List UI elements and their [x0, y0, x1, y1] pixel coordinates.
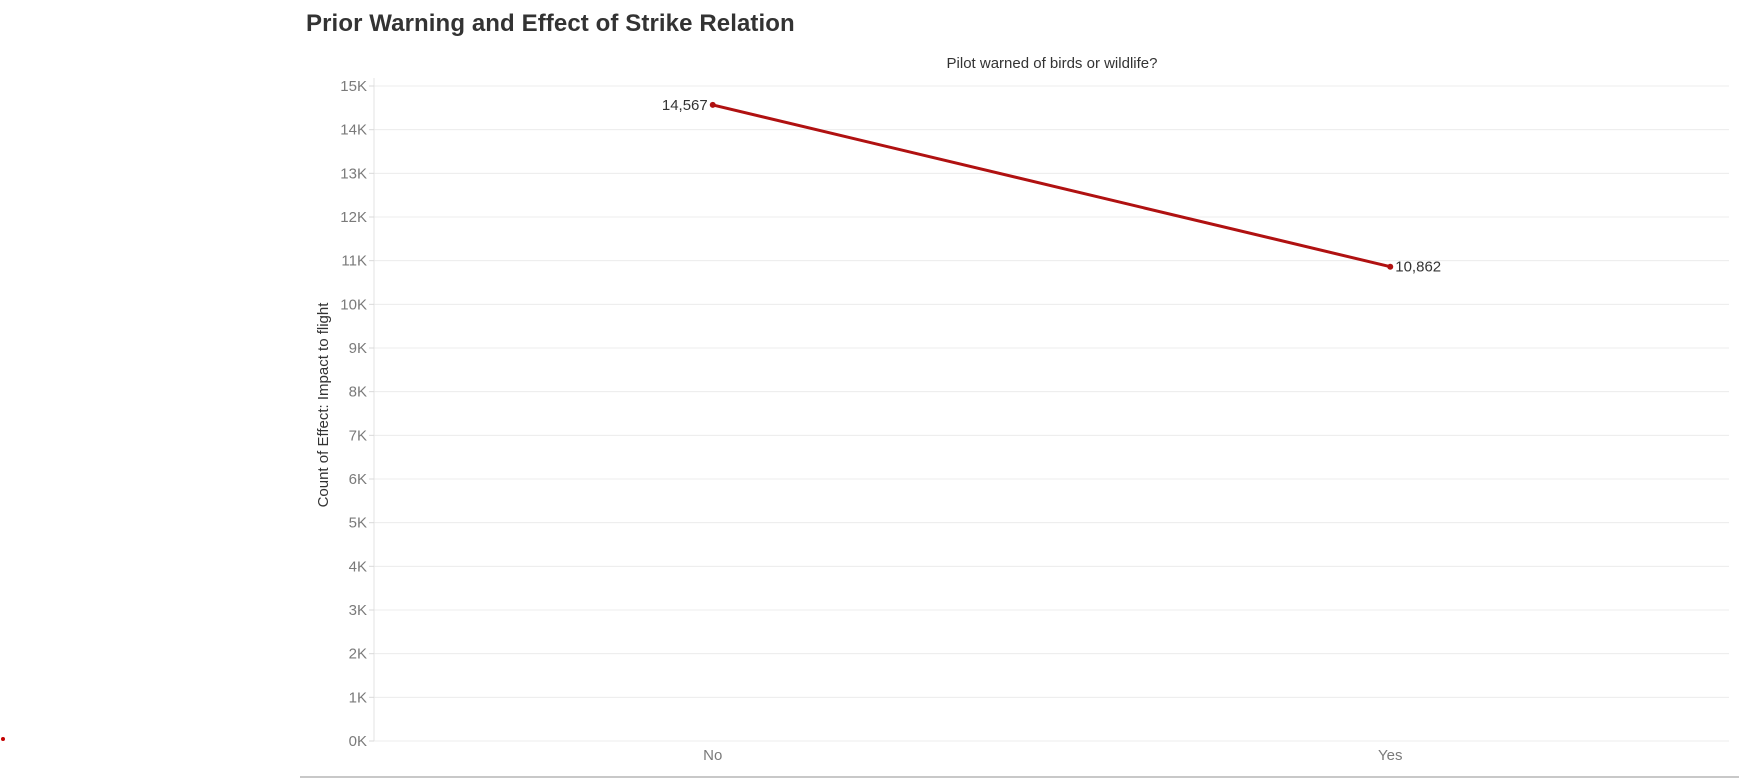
- data-point[interactable]: [709, 101, 716, 108]
- y-tick-label: 6K: [349, 471, 367, 488]
- y-tick-label: 9K: [349, 340, 367, 357]
- y-tick-label: 14K: [340, 122, 367, 139]
- y-axis-title: Count of Effect: Impact to flight: [315, 302, 332, 508]
- column-header: Pilot warned of birds or wildlife?: [947, 55, 1158, 72]
- y-tick-label: 13K: [340, 165, 367, 182]
- data-label: 10,862: [1395, 259, 1441, 276]
- y-tick-label: 1K: [349, 689, 367, 706]
- series-no-yes: [709, 101, 1394, 270]
- y-axis-ticks: 0K 1K 2K 3K 4K 5K 6K 7K 8K 9K 10K 11K 12K 13K 14K 15K: [340, 78, 374, 750]
- y-tick-label: 3K: [349, 602, 367, 619]
- red-dot-marker: [1, 737, 5, 741]
- y-tick-label: 15K: [340, 78, 367, 95]
- y-tick-label: 12K: [340, 209, 367, 226]
- gridlines: [374, 85, 1729, 742]
- y-tick-label: 5K: [349, 515, 367, 532]
- y-tick-label: 2K: [349, 646, 367, 663]
- data-point[interactable]: [1387, 263, 1394, 270]
- y-tick-label: 11K: [341, 253, 367, 270]
- data-label: 14,567: [662, 97, 708, 114]
- y-tick-label: 10K: [340, 296, 367, 313]
- chart-title: Prior Warning and Effect of Strike Relat…: [306, 10, 795, 37]
- axes: [300, 78, 1739, 778]
- series-line: [712, 103, 1391, 269]
- x-axis-ticks: No Yes: [703, 747, 1402, 764]
- data-labels: 14,567 10,862: [662, 97, 1441, 276]
- x-tick-label: No: [703, 747, 722, 764]
- y-tick-label: 8K: [349, 384, 367, 401]
- y-tick-label: 7K: [349, 427, 367, 444]
- y-tick-label: 0K: [349, 733, 367, 750]
- x-tick-label: Yes: [1378, 747, 1402, 764]
- y-tick-label: 4K: [349, 558, 367, 575]
